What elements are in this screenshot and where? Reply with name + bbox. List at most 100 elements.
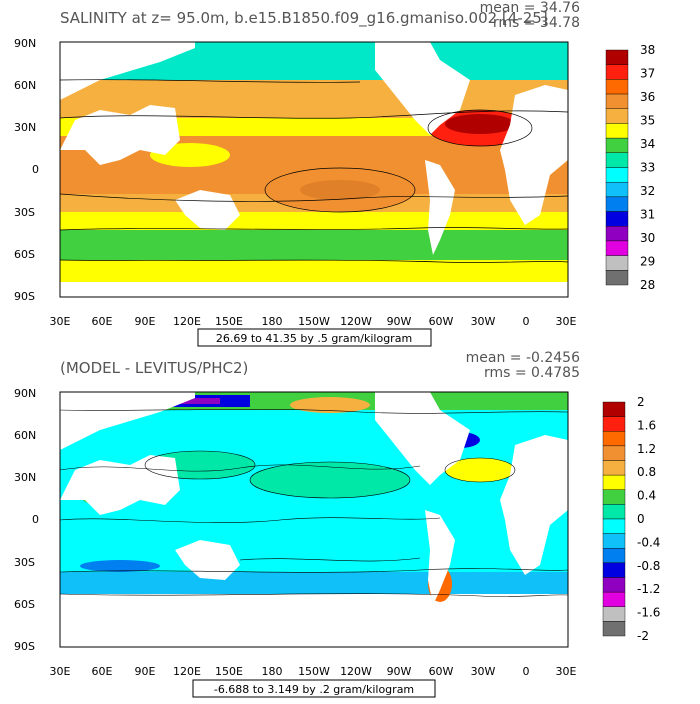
lat-label: 30N: [14, 471, 36, 484]
colorbar-label: 0.8: [637, 465, 656, 479]
colorbar-swatch: [602, 518, 626, 534]
colorbar-swatch: [605, 255, 629, 271]
colorbar-label: 34: [640, 137, 655, 151]
lon-label: 90E: [135, 315, 156, 328]
colorbar-swatch: [602, 401, 626, 417]
colorbar-swatch: [605, 181, 629, 198]
colorbar-swatch: [602, 431, 626, 447]
lon-label: 30E: [556, 315, 577, 328]
lon-label: 30W: [471, 315, 496, 328]
lon-label: 150W: [298, 665, 330, 678]
difference-lat-axis: 90N 60N 30N 0 30S 60S 90S: [14, 387, 39, 653]
colorbar-swatch: [602, 460, 626, 476]
colorbar-swatch: [605, 270, 629, 286]
lon-label: 150E: [215, 315, 243, 328]
colorbar-swatch: [605, 79, 629, 95]
colorbar-swatch: [602, 533, 626, 549]
colorbar-label: 32: [640, 184, 655, 198]
colorbar-swatch: [605, 108, 629, 124]
colorbar-swatch: [605, 240, 629, 256]
difference-colorbar: 2 1.6 1.2 0.8 0.4 0 -0.4 -0.8 -1.2 -1.6 -2: [602, 395, 660, 643]
colorbar-swatch: [602, 416, 626, 432]
colorbar-label: 33: [640, 161, 655, 175]
difference-range-box: [192, 679, 436, 698]
lon-label: 90W: [387, 665, 412, 678]
lon-label: 60W: [429, 315, 454, 328]
lat-label: 90N: [14, 37, 36, 50]
difference-panel: (MODEL - LEVITUS/PHC2) mean = -0.2456 rm…: [14, 350, 660, 698]
colorbar-label: -1.6: [637, 606, 660, 620]
salinity-mean: mean = 34.76: [480, 0, 581, 16]
colorbar-label: -0.8: [637, 559, 660, 573]
lat-label: 60S: [14, 598, 35, 611]
colorbar-swatch: [605, 123, 629, 139]
colorbar-label: -2: [637, 629, 649, 643]
colorbar-label: 29: [640, 255, 655, 269]
lat-label: 90S: [14, 640, 35, 653]
lon-label: 120E: [173, 665, 201, 678]
salinity-range-text: 26.69 to 41.35 by .5 gram/kilogram: [216, 332, 412, 345]
lat-label: 30S: [14, 206, 35, 219]
colorbar-swatch: [602, 489, 626, 505]
lon-label: 30E: [50, 315, 71, 328]
colorbar-swatch: [605, 211, 629, 227]
lon-label: 180: [262, 315, 283, 328]
lon-label: 60E: [92, 315, 113, 328]
colorbar-swatch: [605, 137, 629, 154]
difference-mean: mean = -0.2456: [466, 350, 580, 366]
difference-rms: rms = 0.4785: [484, 365, 580, 381]
colorbar-swatch: [605, 226, 629, 242]
lon-label: 0: [523, 315, 530, 328]
salinity-rms: rms = 34.78: [493, 15, 580, 31]
lon-label: 60E: [92, 665, 113, 678]
lat-label: 30S: [14, 556, 35, 569]
lon-label: 30E: [556, 665, 577, 678]
difference-title: (MODEL - LEVITUS/PHC2): [60, 359, 248, 377]
colorbar-swatch: [605, 93, 629, 109]
lon-label: 150E: [215, 665, 243, 678]
salinity-map-frame: [59, 41, 569, 298]
lon-label: 90E: [135, 665, 156, 678]
lat-label: 30N: [14, 121, 36, 134]
colorbar-swatch: [605, 167, 629, 183]
salinity-title: SALINITY at z= 95.0m, b.e15.B1850.f09_g1…: [60, 9, 548, 28]
lat-label: 60S: [14, 248, 35, 261]
lat-label: 0: [32, 163, 39, 176]
lat-label: 0: [32, 513, 39, 526]
colorbar-label: 36: [640, 90, 655, 104]
salinity-lon-axis: 30E 60E 90E 120E 150E 180 150W 120W 90W …: [50, 315, 577, 328]
colorbar-label: 37: [640, 67, 655, 81]
colorbar-label: 31: [640, 208, 655, 222]
lon-label: 60W: [429, 665, 454, 678]
difference-range-text: -6.688 to 3.149 by .2 gram/kilogram: [214, 683, 414, 696]
lon-label: 90W: [387, 315, 412, 328]
colorbar-label: 30: [640, 231, 655, 245]
lon-label: 180: [262, 665, 283, 678]
colorbar-swatch: [605, 152, 629, 168]
difference-map-field: [60, 392, 568, 647]
colorbar-swatch: [602, 562, 626, 578]
lon-label: 120W: [340, 665, 372, 678]
colorbar-label: 0: [637, 512, 645, 526]
lon-label: 120W: [340, 315, 372, 328]
lon-label: 150W: [298, 315, 330, 328]
lat-label: 90N: [14, 387, 36, 400]
colorbar-swatch: [605, 64, 629, 80]
lat-label: 60N: [14, 79, 36, 92]
lon-label: 30W: [471, 665, 496, 678]
colorbar-swatch: [602, 621, 626, 637]
colorbar-swatch: [602, 591, 626, 607]
difference-lon-axis: 30E 60E 90E 120E 150E 180 150W 120W 90W …: [50, 665, 577, 678]
colorbar-label: -1.2: [637, 582, 660, 596]
lat-label: 90S: [14, 290, 35, 303]
salinity-colorbar: 38 37 36 35 34 33 32 31 30 29 28: [605, 43, 655, 292]
lat-label: 60N: [14, 429, 36, 442]
salinity-panel: SALINITY at z= 95.0m, b.e15.B1850.f09_g1…: [14, 0, 655, 347]
colorbar-swatch: [602, 504, 626, 520]
colorbar-label: 38: [640, 43, 655, 57]
salinity-range-box: [197, 328, 432, 347]
colorbar-label: -0.4: [637, 535, 660, 549]
colorbar-swatch: [602, 548, 626, 564]
lon-label: 120E: [173, 315, 201, 328]
